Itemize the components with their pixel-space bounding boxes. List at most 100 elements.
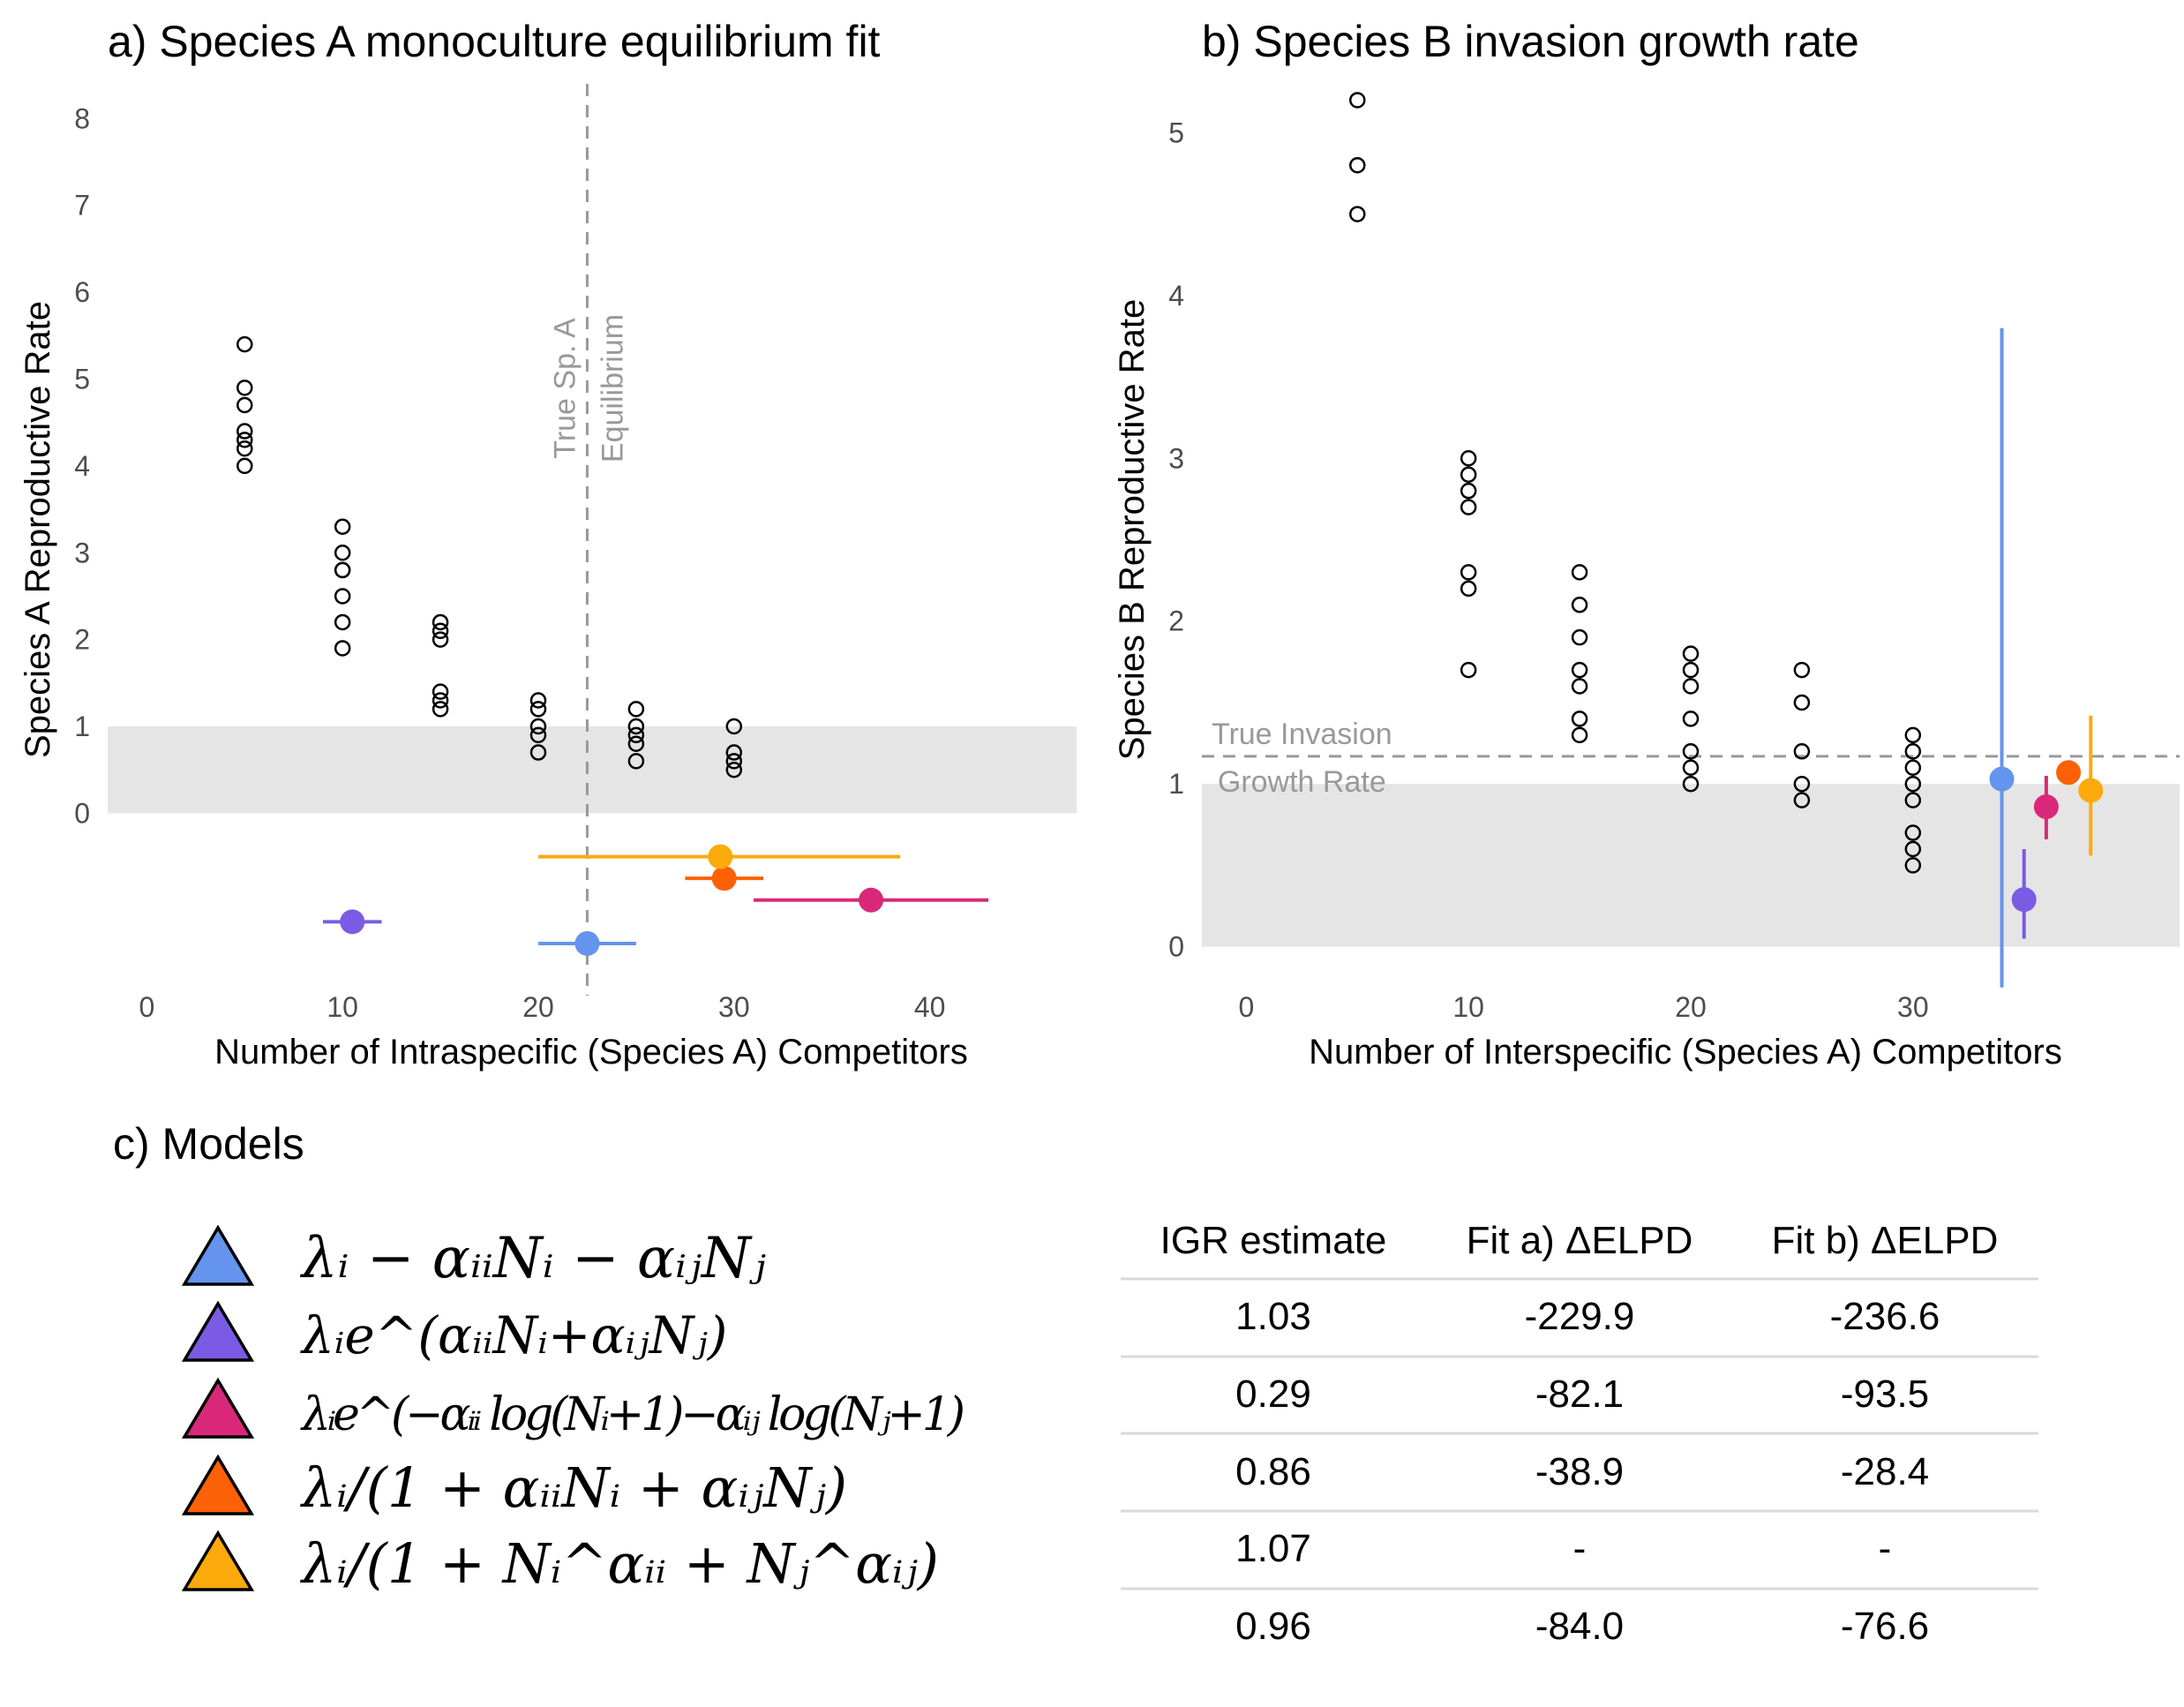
panel-a-point-x20-2 — [529, 718, 547, 735]
panel-b-point-x20-5 — [1682, 661, 1700, 679]
table-cell-r3-c2: - — [1879, 1527, 1892, 1570]
panel-a-point-x15-2 — [432, 683, 449, 700]
panel-a-point-x25-1 — [627, 735, 645, 752]
panel-a-y-tick-7: 7 — [74, 190, 90, 222]
panel-a-point-x5-0 — [236, 457, 253, 475]
panel-b-point-x25-1 — [1793, 775, 1811, 793]
panel-b-point-x15-6 — [1571, 564, 1588, 581]
panel-b-point-x30-6 — [1904, 743, 1922, 760]
panel-b-point-x30-3 — [1904, 792, 1922, 808]
table-cell-r2-c2: -28.4 — [1841, 1450, 1929, 1493]
panel-b-point-x15-1 — [1571, 711, 1588, 727]
panel-b-point-x15-3 — [1571, 661, 1588, 679]
panel-a-y-tick-2: 2 — [74, 624, 90, 656]
legend-formula-power: λᵢ/(1 + Nᵢ^αᵢᵢ + Nⱼ^αᵢⱼ) — [299, 1531, 939, 1596]
table-cell-r0-c0: 1.03 — [1235, 1295, 1311, 1338]
panel-a-point-x15-5 — [432, 613, 449, 631]
panel-a-y-tick-0: 0 — [74, 797, 90, 829]
panel-a-point-x25-2 — [627, 726, 645, 744]
panel-a-y-axis-title: Species A Reproductive Rate — [19, 301, 57, 758]
panel-a-y-tick-8: 8 — [74, 102, 90, 134]
panel-a-chart: a) Species A monoculture equilibrium fit… — [19, 17, 1077, 1072]
panel-a-point-x10-2 — [334, 588, 351, 605]
panel-b-point-x10-5 — [1460, 466, 1477, 483]
panel-b-x-axis-title: Number of Interspecific (Species A) Comp… — [1309, 1033, 2062, 1072]
panel-b-y-tick-2: 2 — [1168, 605, 1184, 637]
legend-triangle-linear — [181, 1224, 255, 1286]
panel-a-point-x15-4 — [432, 622, 449, 640]
panel-b-y-tick-5: 5 — [1168, 117, 1184, 148]
table-cell-r1-c0: 0.29 — [1235, 1372, 1311, 1416]
panel-b-x-tick-0: 0 — [1238, 991, 1254, 1023]
panel-a-title: a) Species A monoculture equilibrium fit — [108, 17, 881, 66]
panel-b-point-x15-5 — [1571, 597, 1588, 613]
table-cell-r3-c0: 1.07 — [1235, 1527, 1311, 1570]
panel-a-y-tick-3: 3 — [74, 537, 90, 568]
panel-b-y-tick-4: 4 — [1168, 280, 1184, 312]
panel-b-point-x10-0 — [1460, 661, 1477, 679]
legend-formula-exponential: λᵢe^(αᵢᵢNᵢ+αᵢⱼNⱼ) — [300, 1305, 727, 1365]
panel-b-point-x20-4 — [1682, 678, 1700, 695]
panel-a-x-axis-title: Number of Intraspecific (Species A) Comp… — [214, 1033, 968, 1072]
panel-a-x-tick-0: 0 — [139, 991, 154, 1023]
panel-a-point-x10-6 — [334, 518, 351, 535]
panel-b-point-x5-2 — [1349, 92, 1366, 109]
panel-a-point-x10-4 — [334, 561, 351, 579]
panel-b-x-tick-10: 10 — [1452, 991, 1484, 1023]
panel-b-point-x30-5 — [1904, 759, 1922, 776]
panel-b-point-x20-3 — [1682, 711, 1700, 727]
table-cell-r2-c1: -38.9 — [1535, 1450, 1624, 1493]
panel-a-estimate-log_exponential — [859, 887, 884, 913]
panel-b-y-tick-0: 0 — [1168, 931, 1184, 963]
table-header-0: IGR estimate — [1160, 1219, 1387, 1262]
panel-c-title: c) Models — [113, 1119, 304, 1169]
panel-b-point-x20-1 — [1682, 759, 1700, 776]
panel-c-models: c) Models λᵢ − αᵢᵢNᵢ − αᵢⱼNⱼ λᵢe^(αᵢᵢNᵢ+α… — [113, 1119, 2038, 1648]
panel-a-point-x15-0 — [432, 701, 449, 718]
panel-a-point-x30-2 — [725, 744, 743, 761]
panel-a-point-x5-6 — [236, 335, 253, 353]
panel-b-point-x20-2 — [1682, 743, 1700, 760]
panel-b-point-x10-1 — [1460, 580, 1477, 598]
panel-a-point-x5-5 — [236, 380, 253, 396]
panel-a-point-x20-0 — [529, 744, 547, 761]
panel-b-point-x25-4 — [1793, 661, 1811, 679]
panel-a-y-tick-4: 4 — [74, 450, 90, 482]
panel-b-point-x15-4 — [1571, 628, 1588, 646]
table-header-1: Fit a) ΔELPD — [1467, 1219, 1693, 1262]
panel-b-reference-label-1: Growth Rate — [1218, 765, 1386, 799]
panel-a-y-tick-5: 5 — [74, 363, 90, 395]
panel-a-x-tick-30: 30 — [718, 991, 750, 1023]
table-cell-r4-c2: -76.6 — [1841, 1605, 1929, 1648]
panel-a-reference-label-1: Equilibrium — [596, 314, 629, 462]
panel-b-point-x5-0 — [1349, 206, 1366, 222]
legend-triangle-log_exponential — [181, 1377, 255, 1439]
panel-a-point-x30-3 — [725, 718, 743, 735]
panel-b-x-tick-20: 20 — [1675, 991, 1707, 1023]
panel-b-point-x25-0 — [1793, 792, 1811, 808]
panel-b-point-x15-2 — [1571, 678, 1588, 695]
panel-a-reference-label-0: True Sp. A — [548, 318, 582, 459]
table-cell-r3-c1: - — [1573, 1527, 1587, 1570]
legend-formula-linear: λᵢ − αᵢᵢNᵢ − αᵢⱼNⱼ — [299, 1226, 766, 1291]
table-cell-r0-c2: -236.6 — [1830, 1295, 1940, 1338]
legend-triangle-exponential — [181, 1300, 255, 1362]
panel-b-x-tick-30: 30 — [1897, 991, 1929, 1023]
panel-b-y-tick-1: 1 — [1168, 768, 1184, 800]
panel-a-point-x20-1 — [529, 726, 547, 744]
table-cell-r2-c0: 0.86 — [1235, 1450, 1311, 1493]
table-cell-r1-c2: -93.5 — [1841, 1372, 1929, 1416]
panel-b-chart: b) Species B invasion growth rate True I… — [1113, 17, 2180, 1072]
table-cell-r1-c1: -82.1 — [1535, 1372, 1624, 1416]
panel-a-point-x15-1 — [432, 692, 449, 709]
table-cell-r4-c0: 0.96 — [1235, 1605, 1311, 1648]
panel-a-point-x5-4 — [236, 396, 253, 414]
panel-a-estimate-exponential — [340, 909, 365, 935]
panel-b-band — [1202, 784, 2180, 947]
panel-b-reference-label-0: True Invasion — [1212, 718, 1392, 751]
panel-a-point-x20-4 — [529, 692, 547, 709]
panel-b-estimate-exponential — [2011, 887, 2037, 913]
panel-b-estimate-linear — [1989, 766, 2015, 792]
panel-a-point-x10-5 — [334, 545, 351, 561]
